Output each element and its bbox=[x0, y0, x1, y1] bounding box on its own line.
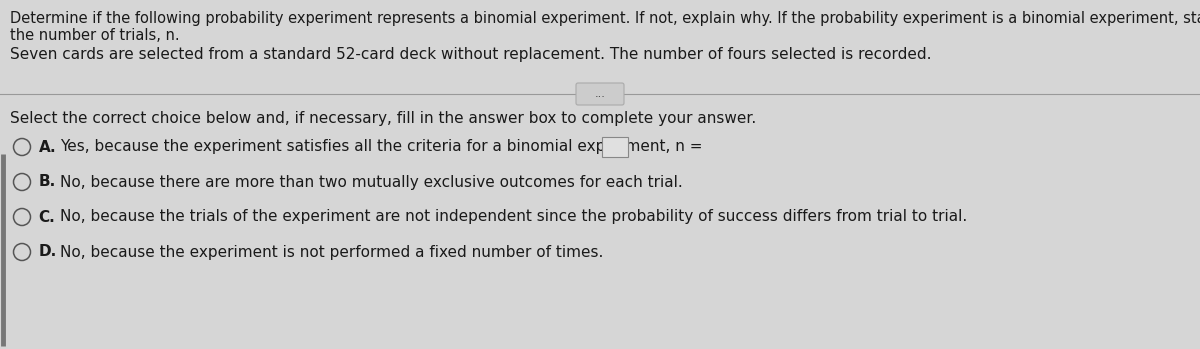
FancyBboxPatch shape bbox=[576, 83, 624, 105]
Text: ...: ... bbox=[594, 89, 606, 99]
Text: No, because the experiment is not performed a fixed number of times.: No, because the experiment is not perfor… bbox=[60, 245, 604, 260]
Text: No, because the trials of the experiment are not independent since the probabili: No, because the trials of the experiment… bbox=[60, 209, 967, 224]
Text: Seven cards are selected from a standard 52-card deck without replacement. The n: Seven cards are selected from a standard… bbox=[10, 47, 931, 62]
Text: Select the correct choice below and, if necessary, fill in the answer box to com: Select the correct choice below and, if … bbox=[10, 111, 756, 126]
Text: No, because there are more than two mutually exclusive outcomes for each trial.: No, because there are more than two mutu… bbox=[60, 174, 683, 190]
Text: B.: B. bbox=[38, 174, 55, 190]
Text: A.: A. bbox=[38, 140, 56, 155]
Text: Determine if the following probability experiment represents a binomial experime: Determine if the following probability e… bbox=[10, 11, 1200, 26]
Text: C.: C. bbox=[38, 209, 55, 224]
Text: D.: D. bbox=[38, 245, 56, 260]
Text: the number of trials, n.: the number of trials, n. bbox=[10, 28, 180, 43]
FancyBboxPatch shape bbox=[602, 137, 629, 157]
Text: Yes, because the experiment satisfies all the criteria for a binomial experiment: Yes, because the experiment satisfies al… bbox=[60, 140, 703, 155]
